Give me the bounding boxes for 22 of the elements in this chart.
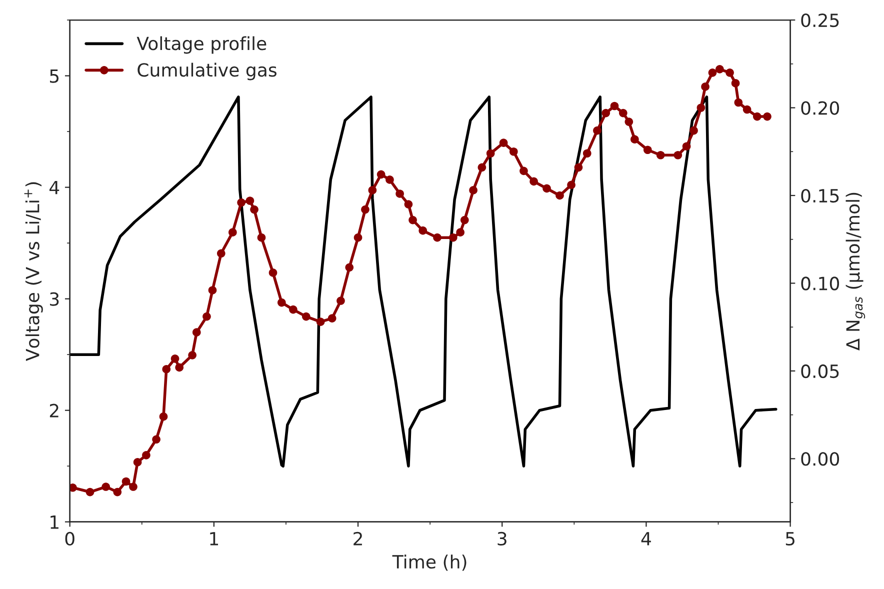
x-axis-title: Time (h) bbox=[392, 554, 466, 571]
y2-tick-label: 0.05 bbox=[801, 364, 839, 378]
y2-tick-label: 0.20 bbox=[801, 101, 840, 115]
y2-tick-label: 0.10 bbox=[801, 276, 840, 290]
x-tick-label: 3 bbox=[498, 532, 506, 546]
y-tick-label: 3 bbox=[50, 292, 59, 306]
y-tick-label: 1 bbox=[50, 516, 58, 529]
y2-axis-title: Δ N$_{gas}$ (μmol/mol) bbox=[846, 192, 866, 351]
x-tick-label: 1 bbox=[210, 532, 218, 546]
x-tick-label: 5 bbox=[786, 532, 794, 546]
y2-tick-label: 0.25 bbox=[801, 13, 839, 28]
y-tick-label: 5 bbox=[50, 69, 59, 83]
x-tick-label: 2 bbox=[354, 532, 362, 546]
legend-label: Cumulative gas bbox=[138, 62, 276, 80]
y2-tick-label: 0.15 bbox=[801, 188, 839, 203]
y2-tick-label: 0.00 bbox=[801, 452, 840, 466]
legend-label: Voltage profile bbox=[136, 36, 266, 54]
y-tick-label: 4 bbox=[50, 181, 60, 194]
x-tick-label: 0 bbox=[65, 532, 74, 546]
y-axis-title: Voltage (V vs Li/Li$^{+}$) bbox=[24, 182, 43, 361]
x-tick-label: 4 bbox=[641, 532, 651, 546]
y-tick-label: 2 bbox=[50, 404, 58, 418]
